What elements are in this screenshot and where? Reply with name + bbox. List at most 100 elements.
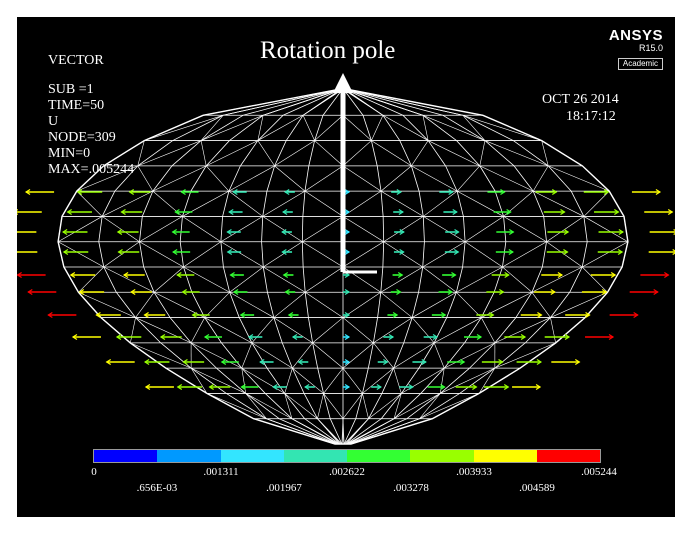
displacement-vector-head [563,228,570,236]
mesh-edge [190,367,208,394]
mesh-edge [183,266,230,293]
mesh-edge [479,140,486,166]
displacement-vector-head [304,383,310,391]
legend-tick-label: .004589 [519,482,555,494]
displacement-vector-head [144,383,151,391]
mesh-edge [130,317,136,343]
displacement-vector-head [452,208,458,216]
mesh-edge [583,216,588,242]
displacement-vector-head [398,208,405,216]
mesh-edge [423,190,458,217]
mesh-edge [546,216,585,242]
mesh-edge [228,165,275,192]
displacement-vector-head [503,383,510,391]
displacement-vector-head [47,311,53,319]
displacement-vector-head [120,208,126,216]
mesh-edge [583,190,610,217]
mesh-edge [312,317,344,344]
mesh-edge [455,266,464,293]
mesh-edge [513,165,534,192]
mesh-edge [342,165,382,192]
rotation-pole-arrowhead [333,73,353,93]
rotation-pole-title: Rotation pole [260,37,396,64]
mesh-edge [141,190,154,217]
displacement-vector-head [610,271,617,279]
mesh-edge [243,89,338,116]
mesh-edge [305,266,344,293]
min-value-label: MIN=0 [48,146,91,161]
mesh-edge [380,191,384,217]
mesh-edge [533,190,584,217]
mesh-edge [229,292,274,318]
mesh-edge [152,165,173,192]
mesh-edge [411,165,420,192]
mesh-edge [382,115,401,141]
mesh-edge [393,393,422,420]
mesh-edge [221,342,243,369]
displacement-vector-head [116,228,123,236]
mesh-edge [190,317,205,343]
mesh-edge [445,165,458,192]
mesh-edge [103,266,155,293]
mesh-edge [101,190,116,217]
displacement-vector-head [69,271,76,279]
mesh-edge [200,114,244,141]
mesh-edge [152,165,207,192]
mesh-edge [399,140,412,167]
displacement-vector-head [180,188,186,196]
mesh-edge [371,140,412,167]
displacement-vector-head [440,311,447,319]
mesh-edge [346,89,384,116]
mesh-edge [98,216,103,242]
mesh-edge [456,292,482,318]
mesh-edge [317,393,324,419]
legend-color-segment [94,450,158,462]
mesh-edge [362,367,394,394]
mesh-edge [342,342,374,369]
mesh-edge [346,418,382,445]
mesh-edge [139,216,143,242]
mesh-edge [279,418,338,445]
displacement-vector-head [506,208,512,216]
displacement-vector-head [508,228,515,236]
displacement-vector-head [672,248,675,256]
mesh-edge [266,367,285,394]
mesh-edge [418,266,424,293]
displacement-vector-head [454,228,460,236]
mesh-edge [433,342,445,369]
displacement-vector-head [95,311,101,319]
mesh-edge [103,266,117,293]
mesh-edge [314,115,324,141]
displacement-vector-head [500,188,506,196]
mesh-edge [139,216,183,242]
displacement-vector-head [182,358,188,366]
mesh-edge [531,266,583,293]
mesh-edge [262,216,303,242]
legend-tick-label: .005244 [581,466,617,478]
mesh-edge [267,292,275,318]
displacement-vector-head [62,228,68,236]
mesh-edge [183,266,193,293]
mesh-edge [302,89,343,116]
mesh-edge [282,89,340,116]
displacement-vector-head [399,228,405,236]
mesh-edge [172,114,224,141]
displacement-vector-head [603,188,610,196]
mesh-edge [241,367,266,394]
displacement-vector-head [499,288,505,296]
mesh-edge [423,216,466,242]
displacement-vector-head [560,208,566,216]
displacement-vector-head [508,248,514,256]
displacement-vector-head [228,208,234,216]
mesh-edge [312,342,344,369]
displacement-vector-head [498,358,504,366]
displacement-vector-head [563,248,569,256]
mesh-edge [204,292,230,318]
legend-tick-label: 0 [91,466,97,478]
mesh-edge [373,342,394,369]
mesh-edge [402,115,429,141]
displacement-vector-head [344,358,351,366]
contour-legend-bar [93,449,601,463]
displacement-vector-head [191,311,197,319]
mesh-edge [229,114,264,141]
